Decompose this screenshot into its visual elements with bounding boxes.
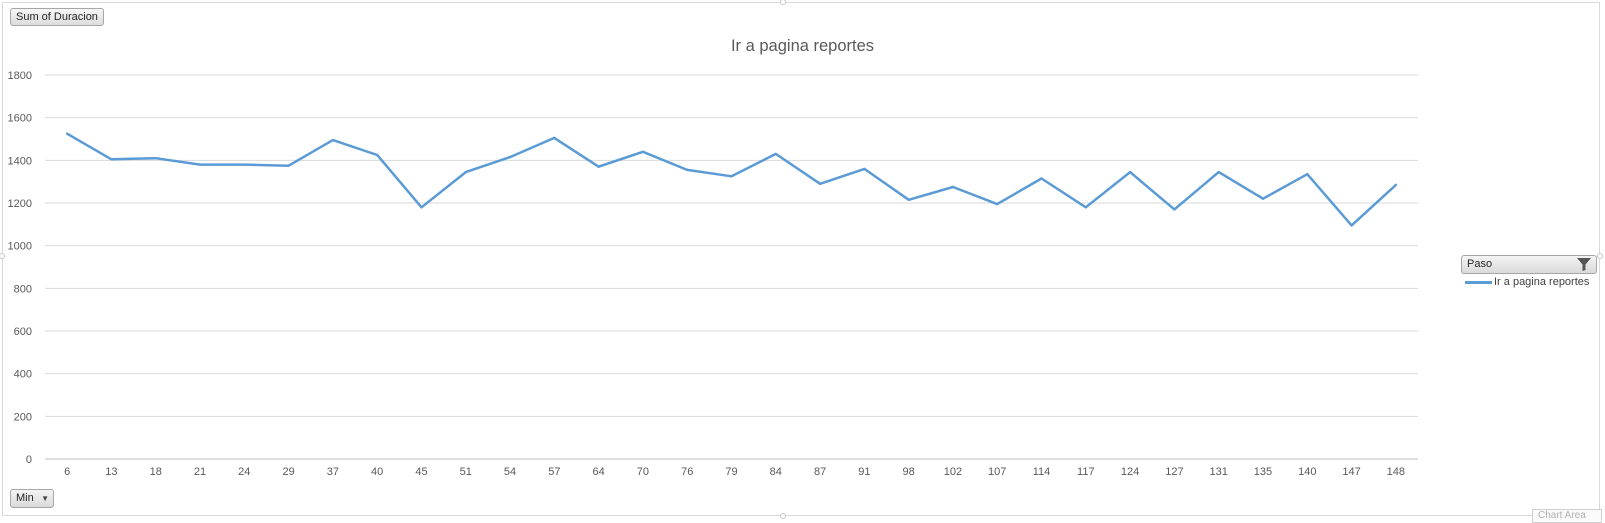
x-tick-label: 135 <box>1254 466 1272 478</box>
data-point[interactable] <box>1306 173 1309 176</box>
legend-field-label: Paso <box>1467 258 1493 270</box>
axis-field-button[interactable]: Min ▼ <box>10 489 54 508</box>
data-point[interactable] <box>553 136 556 140</box>
x-tick-label: 98 <box>903 466 915 478</box>
x-tick-label: 45 <box>415 466 427 478</box>
x-tick-label: 54 <box>504 466 516 478</box>
x-tick-label: 114 <box>1033 466 1051 478</box>
x-tick-label: 18 <box>150 466 162 478</box>
x-tick-label: 79 <box>725 466 737 478</box>
data-point[interactable] <box>1394 183 1398 187</box>
data-point[interactable] <box>65 132 69 135</box>
x-tick-label: 37 <box>327 466 339 478</box>
axis-field-label: Min <box>16 492 34 504</box>
y-tick-label: 400 <box>14 369 32 381</box>
legend-entry: Ir a pagina reportes <box>1465 276 1589 288</box>
x-tick-label: 70 <box>637 466 649 478</box>
data-point[interactable] <box>863 167 866 171</box>
data-point[interactable] <box>508 155 512 159</box>
x-tick-label: 87 <box>814 466 826 478</box>
y-tick-label: 1400 <box>8 155 32 167</box>
data-point[interactable] <box>730 175 733 178</box>
x-tick-label: 40 <box>371 466 383 478</box>
x-tick-label: 91 <box>858 466 870 478</box>
x-tick-label: 13 <box>105 466 117 478</box>
x-tick-label: 64 <box>593 466 605 478</box>
y-tick-label: 1200 <box>8 198 32 210</box>
x-tick-label: 76 <box>681 466 693 478</box>
data-point[interactable] <box>1217 170 1220 174</box>
data-point[interactable] <box>597 165 600 168</box>
resize-handle-right[interactable] <box>1597 253 1603 259</box>
x-tick-label: 148 <box>1387 466 1405 478</box>
chart-area[interactable] <box>2 2 1600 516</box>
y-tick-label: 600 <box>14 326 32 338</box>
data-point[interactable] <box>774 152 777 156</box>
data-point[interactable] <box>1084 206 1088 209</box>
data-point[interactable] <box>641 150 645 153</box>
data-point[interactable] <box>818 182 822 185</box>
data-point[interactable] <box>1128 170 1132 174</box>
y-tick-label: 1600 <box>8 113 32 125</box>
data-point[interactable] <box>907 198 910 201</box>
data-point[interactable] <box>686 168 689 172</box>
data-point[interactable] <box>951 185 955 189</box>
resize-handle-bottom[interactable] <box>780 513 786 519</box>
data-point[interactable] <box>198 163 202 166</box>
x-tick-label: 6 <box>64 466 70 478</box>
x-tick-label: 51 <box>460 466 472 478</box>
legend-entry-label: Ir a pagina reportes <box>1494 276 1590 288</box>
data-point[interactable] <box>110 158 113 161</box>
resize-handle-left[interactable] <box>0 253 5 259</box>
data-point[interactable] <box>154 157 157 160</box>
chevron-down-icon: ▼ <box>41 494 49 503</box>
data-point[interactable] <box>996 202 999 206</box>
y-tick-label: 1800 <box>8 70 32 82</box>
x-tick-label: 84 <box>770 466 782 478</box>
x-tick-label: 131 <box>1210 466 1228 478</box>
data-point[interactable] <box>1261 197 1265 200</box>
y-tick-label: 800 <box>14 283 32 295</box>
x-tick-label: 117 <box>1077 466 1095 478</box>
x-tick-label: 140 <box>1298 466 1316 478</box>
value-field-button[interactable]: Sum of Duracion <box>10 8 104 26</box>
data-point[interactable] <box>1173 208 1176 211</box>
series-line[interactable] <box>66 132 1397 227</box>
x-tick-label: 29 <box>282 466 294 478</box>
chart-area-tooltip: Chart Area <box>1532 509 1602 523</box>
data-point[interactable] <box>1040 177 1043 180</box>
x-tick-label: 127 <box>1165 466 1183 478</box>
chart-title: Ir a pagina reportes <box>730 37 875 55</box>
data-point[interactable] <box>331 138 335 142</box>
data-point[interactable] <box>1350 224 1353 227</box>
y-tick-label: 1000 <box>8 241 32 253</box>
x-tick-label: 102 <box>944 466 962 478</box>
x-tick-label: 21 <box>194 466 206 478</box>
data-point[interactable] <box>375 153 379 157</box>
data-point[interactable] <box>464 170 467 174</box>
data-point[interactable] <box>287 164 290 167</box>
data-point[interactable] <box>420 206 423 209</box>
x-tick-label: 147 <box>1342 466 1360 478</box>
x-tick-label: 124 <box>1121 466 1139 478</box>
x-tick-label: 57 <box>548 466 560 478</box>
x-tick-label: 24 <box>238 466 250 478</box>
legend-field-button[interactable]: Paso <box>1461 255 1597 274</box>
filter-icon[interactable] <box>1576 257 1592 278</box>
legend-line-marker <box>1465 280 1492 284</box>
y-tick-label: 200 <box>14 411 32 423</box>
x-tick-label: 107 <box>988 466 1006 478</box>
data-point[interactable] <box>243 163 246 166</box>
resize-handle-top[interactable] <box>780 0 786 5</box>
y-tick-label: 0 <box>26 454 32 466</box>
